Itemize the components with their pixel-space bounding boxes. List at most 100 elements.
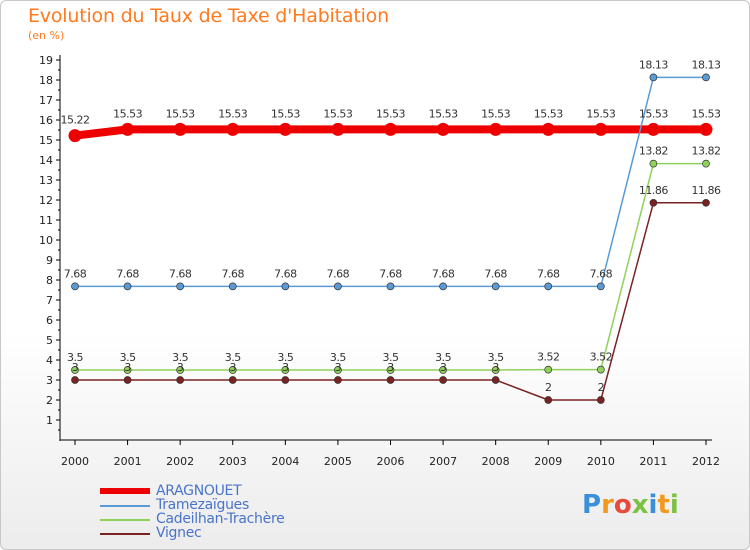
data-point-cadeilhan-trachere	[228, 366, 237, 374]
data-point-cadeilhan-trachere	[123, 366, 132, 374]
data-point-tramezaigues	[281, 282, 290, 291]
x-tick-label: 2010	[587, 455, 615, 468]
data-label-cadeilhan-trachere: 13.82	[692, 145, 721, 158]
data-point-tramezaigues	[702, 73, 710, 82]
data-point-cadeilhan-trachere	[439, 366, 447, 374]
data-label-vignec: 2	[598, 381, 605, 394]
y-tick-label: 11	[39, 214, 53, 227]
data-point-aragnouet	[278, 122, 292, 136]
data-label-vignec: 2	[545, 381, 552, 394]
data-label-aragnouet: 15.53	[376, 107, 405, 120]
data-label-tramezaigues: 7.68	[327, 267, 350, 280]
data-point-aragnouet	[489, 122, 503, 136]
data-point-aragnouet	[699, 122, 713, 136]
data-point-aragnouet	[68, 129, 82, 143]
y-tick-label: 12	[39, 194, 53, 207]
data-point-vignec	[649, 198, 658, 207]
y-tick-label: 9	[46, 254, 53, 267]
data-point-vignec	[176, 376, 185, 384]
data-point-cadeilhan-trachere	[176, 366, 185, 374]
data-point-aragnouet	[646, 122, 660, 136]
data-point-cadeilhan-trachere	[334, 366, 342, 374]
data-point-tramezaigues	[228, 282, 237, 291]
x-tick-label: 2005	[324, 455, 352, 468]
logo-letter: P	[582, 490, 602, 520]
data-point-cadeilhan-trachere	[71, 366, 79, 374]
data-point-vignec	[71, 376, 79, 384]
data-point-tramezaigues	[649, 73, 658, 82]
data-label-vignec: 3	[492, 361, 499, 374]
data-label-tramezaigues: 7.68	[379, 267, 402, 280]
data-label-vignec: 3	[335, 361, 342, 374]
data-label-vignec: 3	[230, 361, 237, 374]
data-label-cadeilhan-trachere: 3.52	[590, 351, 613, 364]
data-label-vignec: 11.86	[692, 184, 721, 197]
x-tick-label: 2000	[61, 455, 89, 468]
y-tick-label: 18	[39, 74, 53, 87]
data-label-tramezaigues: 18.13	[692, 58, 721, 71]
legend-label-aragnouet: ARAGNOUET	[156, 483, 242, 499]
logo-letter: r	[601, 490, 614, 520]
logo-letter: t	[657, 490, 670, 520]
legend-label-tramezaigues: Tramezaïgues	[156, 497, 249, 513]
data-point-vignec	[123, 376, 132, 384]
data-label-vignec: 3	[124, 361, 131, 374]
x-tick-label: 2007	[429, 455, 457, 468]
logo-letter: i	[648, 490, 658, 520]
data-label-aragnouet: 15.53	[534, 107, 563, 120]
data-point-aragnouet	[173, 122, 187, 136]
y-tick-label: 1	[46, 414, 53, 427]
y-tick-label: 10	[39, 234, 53, 247]
data-label-cadeilhan-trachere: 3.5	[435, 351, 451, 364]
data-point-cadeilhan-trachere	[649, 159, 658, 168]
x-tick-label: 2004	[271, 455, 299, 468]
data-label-cadeilhan-trachere: 3.5	[172, 351, 188, 364]
data-label-tramezaigues: 7.68	[274, 267, 297, 280]
data-point-vignec	[439, 376, 447, 384]
data-label-tramezaigues: 7.68	[169, 267, 192, 280]
data-point-tramezaigues	[71, 282, 79, 291]
y-tick-label: 7	[46, 294, 53, 307]
data-point-vignec	[334, 376, 342, 384]
legend-swatch-cadeilhan-trachere	[100, 519, 150, 521]
data-point-aragnouet	[121, 122, 135, 136]
x-tick-label: 2001	[114, 455, 142, 468]
y-tick-label: 14	[39, 154, 53, 167]
data-label-aragnouet: 15.53	[166, 107, 195, 120]
data-label-aragnouet: 15.53	[113, 107, 142, 120]
data-label-cadeilhan-trachere: 3.5	[277, 351, 293, 364]
data-label-aragnouet: 15.53	[639, 107, 668, 120]
legend-label-vignec: Vignec	[156, 525, 202, 541]
data-point-tramezaigues	[123, 282, 132, 291]
data-point-aragnouet	[331, 122, 345, 136]
y-tick-label: 2	[46, 394, 53, 407]
data-label-vignec: 3	[387, 361, 394, 374]
data-label-vignec: 3	[72, 361, 79, 374]
logo-text: Proxiti	[582, 490, 679, 520]
data-label-cadeilhan-trachere: 3.5	[383, 351, 399, 364]
data-point-aragnouet	[436, 122, 450, 136]
data-label-cadeilhan-trachere: 3.5	[488, 351, 504, 364]
data-label-cadeilhan-trachere: 3.5	[330, 351, 346, 364]
data-point-cadeilhan-trachere	[386, 366, 395, 374]
data-point-cadeilhan-trachere	[491, 366, 500, 374]
x-tick-label: 2009	[534, 455, 562, 468]
proxiti-logo: Proxiti	[582, 490, 679, 520]
data-point-cadeilhan-trachere	[544, 365, 553, 374]
data-point-tramezaigues	[334, 282, 342, 291]
data-label-tramezaigues: 7.68	[432, 267, 455, 280]
x-tick-label: 2002	[166, 455, 194, 468]
y-tick-label: 17	[39, 94, 53, 107]
data-point-tramezaigues	[439, 282, 447, 291]
data-label-aragnouet: 15.53	[323, 107, 352, 120]
data-label-tramezaigues: 7.68	[537, 267, 560, 280]
x-tick-label: 2008	[482, 455, 510, 468]
y-tick-label: 19	[39, 54, 53, 67]
data-point-vignec	[544, 396, 553, 404]
x-tick-label: 2006	[377, 455, 405, 468]
legend-label-cadeilhan-trachere: Cadeilhan-Trachère	[156, 511, 285, 527]
data-label-aragnouet: 15.53	[692, 107, 721, 120]
data-point-cadeilhan-trachere	[702, 159, 710, 168]
data-label-aragnouet: 15.53	[429, 107, 458, 120]
